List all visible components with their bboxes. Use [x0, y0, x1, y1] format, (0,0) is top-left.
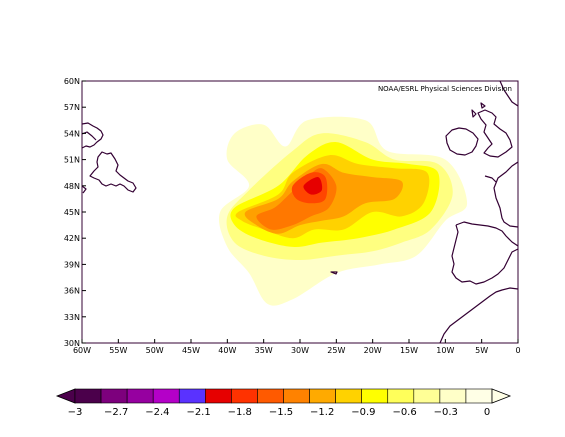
colorbar-label: −1.8	[228, 407, 252, 418]
credit-label: NOAA/ESRL Physical Sciences Division	[378, 85, 512, 93]
scottish-isles	[471, 102, 486, 118]
x-tick-label: 20W	[364, 346, 382, 355]
great-britain-coast	[477, 109, 513, 158]
colorbar: −3 −2.7 −2.4 −2.1 −1.8 −1.5 −1.2 −0.9 −0.6 −0.3 0	[55, 388, 512, 418]
colorbar-label: −2.4	[145, 407, 169, 418]
portugal-coast	[451, 224, 518, 285]
colorbar-label: −2.7	[104, 407, 128, 418]
x-tick-label: 25W	[327, 346, 345, 355]
coastlines	[82, 81, 518, 343]
ireland-coast	[445, 127, 479, 156]
colorbar-label: −2.1	[186, 407, 210, 418]
colorbar-swatch	[361, 388, 389, 404]
anomaly-region-7	[303, 177, 323, 195]
x-tick-label: 40W	[218, 346, 236, 355]
azores-island	[330, 271, 338, 275]
y-tick-label: 51N	[64, 156, 80, 165]
colorbar-label: −1.5	[269, 407, 293, 418]
newfoundland-island	[89, 151, 137, 193]
brittany-coast	[484, 175, 497, 183]
y-tick-label: 36N	[64, 287, 80, 296]
colorbar-arrow-right	[491, 388, 512, 404]
colorbar-swatch	[205, 388, 232, 404]
colorbar-label: 0	[484, 407, 490, 418]
y-tick-label: 54N	[64, 129, 80, 138]
colorbar-swatch	[231, 388, 258, 404]
x-tick-label: 10W	[436, 346, 454, 355]
iberia-coast	[455, 221, 518, 247]
colorbar-label: −0.3	[434, 407, 458, 418]
y-tick-label: 30N	[64, 339, 80, 348]
colorbar-swatch	[100, 388, 128, 404]
y-tick-label: 60N	[64, 77, 80, 86]
colorbar-swatch	[257, 388, 284, 404]
x-tick-label: 50W	[146, 346, 164, 355]
newfoundland-coast	[82, 122, 104, 149]
x-tick-label: 55W	[109, 346, 127, 355]
colorbar-swatch	[283, 388, 310, 404]
x-tick-label: 60W	[73, 346, 91, 355]
y-tick-label: 39N	[64, 260, 80, 269]
colorbar-swatch	[152, 388, 180, 404]
y-tick-label: 42N	[64, 234, 80, 243]
y-tick-label: 45N	[64, 208, 80, 217]
colorbar-swatch	[465, 388, 493, 404]
colorbar-label: −0.9	[351, 407, 375, 418]
colorbar-swatch	[439, 388, 467, 404]
colorbar-swatch	[335, 388, 362, 404]
colorbar-swatch	[126, 388, 154, 404]
latitude-axis: 30N 33N 36N 39N 42N 45N 48N 51N 54N 57N 60N	[64, 77, 86, 348]
morocco-coast	[439, 287, 518, 343]
x-tick-label: 45W	[182, 346, 200, 355]
y-tick-label: 57N	[64, 103, 80, 112]
y-tick-label: 33N	[64, 313, 80, 322]
colorbar-label: −3	[68, 407, 83, 418]
colorbar-label: −1.2	[310, 407, 334, 418]
cape-breton	[82, 185, 87, 194]
colorbar-swatch	[387, 388, 415, 404]
france-coast	[493, 161, 518, 228]
colorbar-swatch	[413, 388, 441, 404]
x-tick-label: 35W	[255, 346, 273, 355]
colorbar-label: −0.6	[392, 407, 416, 418]
y-tick-label: 48N	[64, 182, 80, 191]
colorbar-swatch	[74, 388, 102, 404]
colorbar-swatch	[178, 388, 206, 404]
anomaly-shading	[218, 116, 468, 306]
colorbar-arrow-left	[55, 388, 76, 404]
x-tick-label: 5W	[475, 346, 488, 355]
britain-east-coast	[499, 81, 518, 107]
colorbar-swatch	[309, 388, 336, 404]
x-tick-label: 15W	[400, 346, 418, 355]
longitude-axis: 60W 55W 50W 45W 40W 35W 30W 25W 20W 15W 10W 5W 0	[73, 339, 521, 355]
x-tick-label: 30W	[291, 346, 309, 355]
x-tick-label: 0	[515, 346, 520, 355]
